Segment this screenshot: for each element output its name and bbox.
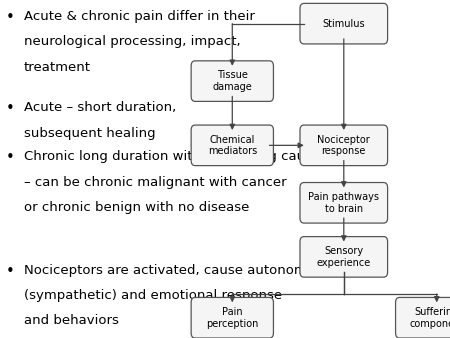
FancyBboxPatch shape <box>396 297 450 338</box>
FancyBboxPatch shape <box>191 125 274 166</box>
FancyBboxPatch shape <box>300 3 387 44</box>
FancyBboxPatch shape <box>191 61 274 101</box>
FancyBboxPatch shape <box>300 237 387 277</box>
Text: Pain pathways
to brain: Pain pathways to brain <box>308 192 379 214</box>
Text: •: • <box>5 264 14 279</box>
Text: Suffering
component: Suffering component <box>409 307 450 329</box>
Text: (sympathetic) and emotional response: (sympathetic) and emotional response <box>24 289 282 302</box>
Text: or chronic benign with no disease: or chronic benign with no disease <box>24 201 249 214</box>
Text: •: • <box>5 150 14 165</box>
Text: Acute – short duration,: Acute – short duration, <box>24 101 176 114</box>
Text: •: • <box>5 101 14 116</box>
Text: Nociceptor
response: Nociceptor response <box>317 135 370 156</box>
Text: Tissue
damage: Tissue damage <box>212 70 252 92</box>
Text: Acute & chronic pain differ in their: Acute & chronic pain differ in their <box>24 10 255 23</box>
Text: •: • <box>5 10 14 25</box>
Text: neurological processing, impact,: neurological processing, impact, <box>24 35 241 48</box>
Text: subsequent healing: subsequent healing <box>24 127 156 140</box>
FancyBboxPatch shape <box>191 297 274 338</box>
FancyBboxPatch shape <box>300 125 387 166</box>
Text: Pain
perception: Pain perception <box>206 307 258 329</box>
Text: Nociceptors are activated, cause autonomic: Nociceptors are activated, cause autonom… <box>24 264 318 276</box>
Text: and behaviors: and behaviors <box>24 314 119 327</box>
Text: Stimulus: Stimulus <box>323 19 365 29</box>
Text: Chemical
mediators: Chemical mediators <box>207 135 257 156</box>
Text: – can be chronic malignant with cancer: – can be chronic malignant with cancer <box>24 176 287 189</box>
FancyBboxPatch shape <box>300 183 387 223</box>
Text: treatment: treatment <box>24 61 91 74</box>
Text: Chronic long duration with underlying cause: Chronic long duration with underlying ca… <box>24 150 320 163</box>
Text: Sensory
experience: Sensory experience <box>317 246 371 268</box>
